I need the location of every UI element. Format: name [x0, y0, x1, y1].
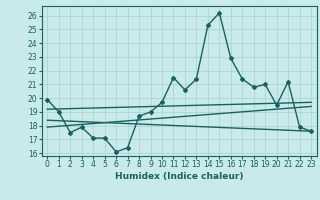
X-axis label: Humidex (Indice chaleur): Humidex (Indice chaleur): [115, 172, 244, 181]
